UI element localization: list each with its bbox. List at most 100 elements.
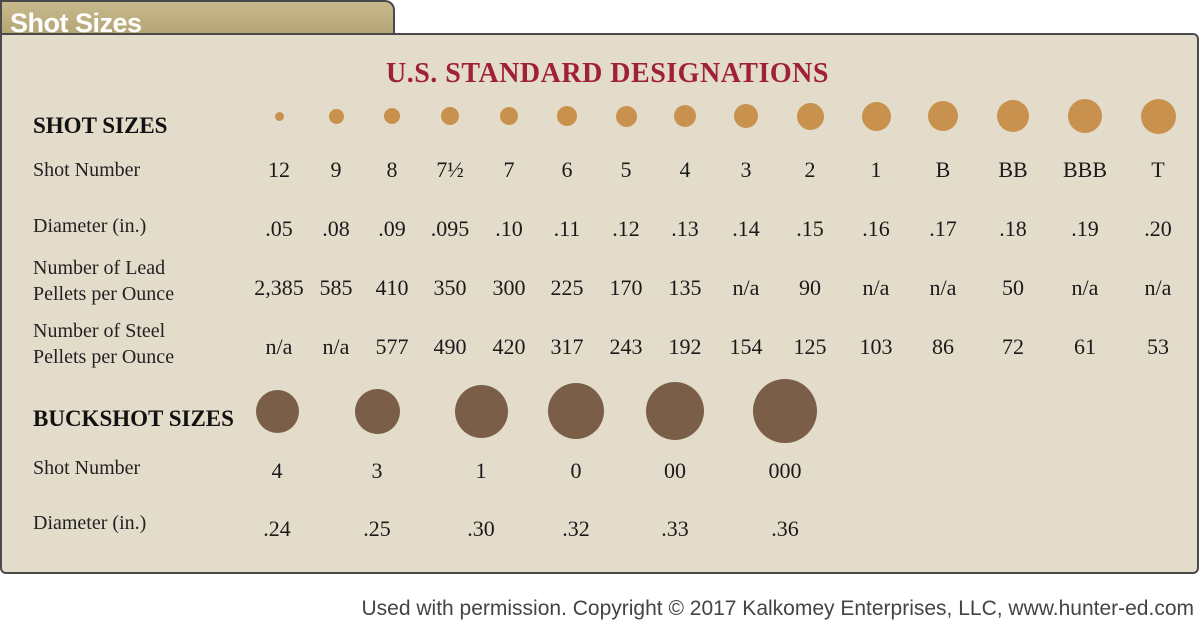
shot-diameter-cell: .095	[430, 216, 470, 241]
steel-count-cell: 125	[793, 334, 827, 359]
shot-pellet-icon	[500, 107, 518, 125]
buckshot-diameter-cell: .36	[771, 516, 799, 541]
buckshot-pellet-icon	[255, 389, 299, 433]
shot-number-cell: 6	[561, 157, 573, 182]
shot-number-label: Shot Number	[33, 159, 141, 181]
lead-count-cell: 350	[433, 275, 467, 300]
shot-pellet-icon	[861, 101, 891, 131]
lead-count-cell: 170	[609, 275, 643, 300]
shot-pellet-icon	[274, 111, 284, 121]
steel-count-cell: 53	[1147, 334, 1169, 359]
steel-count-cell: 86	[932, 334, 954, 359]
buckshot-number-cell: 3	[371, 458, 383, 483]
lead-pellets-label-line1: Number of Lead	[33, 257, 166, 279]
shot-number-cell: 2	[804, 157, 816, 182]
shot-pellet-icon	[1068, 99, 1102, 133]
lead-count-cell: 135	[668, 275, 702, 300]
tab-title: Shot Sizes	[10, 8, 142, 38]
buckshot-diameter-label: Diameter (in.)	[33, 512, 147, 534]
shot-pellet-icon	[384, 108, 400, 124]
steel-count-cell: 420	[492, 334, 526, 359]
buckshot-number-cell: 00	[664, 458, 686, 483]
buckshot-diameter-cell: .32	[562, 516, 590, 541]
shot-diameter-cell: .14	[732, 216, 760, 241]
steel-count-cell: 243	[609, 334, 643, 359]
steel-pellets-label-line1: Number of Steel	[33, 320, 166, 342]
shot-diameter-cell: .18	[999, 216, 1027, 241]
shot-pellet-icon	[997, 100, 1029, 132]
shot-diameter-cell: .15	[796, 216, 824, 241]
shot-pellet-icon	[674, 105, 696, 127]
buckshot-number-label: Shot Number	[33, 457, 141, 479]
shot-diameter-cell: .13	[671, 216, 699, 241]
shot-diameter-cell: .12	[612, 216, 640, 241]
lead-count-cell: n/a	[1144, 275, 1172, 300]
shot-number-cell: T	[1151, 157, 1165, 182]
copyright-footer: Used with permission. Copyright © 2017 K…	[361, 597, 1195, 620]
shot-diameter-cell: .17	[929, 216, 957, 241]
shot-number-cell: 9	[330, 157, 342, 182]
shot-pellet-icon	[328, 108, 344, 124]
steel-count-cell: 154	[729, 334, 763, 359]
shot-diameter-cell: .20	[1144, 216, 1172, 241]
shot-number-cell: BBB	[1062, 157, 1108, 182]
lead-count-cell: n/a	[862, 275, 890, 300]
lead-pellets-label-line2: Pellets per Ounce	[33, 283, 175, 305]
shot-diameter-cell: .16	[862, 216, 890, 241]
lead-count-cell: n/a	[929, 275, 957, 300]
shot-diameter-cell: .19	[1071, 216, 1099, 241]
buckshot-pellet-icon	[753, 379, 817, 443]
lead-count-cell: 300	[492, 275, 526, 300]
lead-count-cell: n/a	[732, 275, 760, 300]
buckshot-pellet-icon	[454, 384, 508, 438]
steel-count-cell: 490	[433, 334, 467, 359]
buckshot-number-cell: 4	[271, 458, 283, 483]
buckshot-diameter-cell: .25	[363, 516, 391, 541]
shot-diameter-cell: .05	[265, 216, 293, 241]
shot-number-cell: 1	[870, 157, 882, 182]
lead-count-cell: 410	[375, 275, 409, 300]
steel-count-cell: 72	[1002, 334, 1024, 359]
buckshot-number-cell: 1	[475, 458, 487, 483]
shot-diameter-cell: .08	[322, 216, 350, 241]
steel-pellets-label: Number of Steel Pellets per Ounce	[33, 318, 174, 370]
shot-number-cell: 8	[386, 157, 398, 182]
shot-pellet-icon	[441, 107, 459, 125]
lead-count-cell: n/a	[1071, 275, 1099, 300]
shot-pellet-icon	[796, 102, 824, 130]
shot-number-cell: 7½	[436, 157, 464, 182]
lead-pellets-label: Number of Lead Pellets per Ounce	[33, 255, 174, 307]
shot-diameter-cell: .09	[378, 216, 406, 241]
buckshot-number-cell: 0	[570, 458, 582, 483]
buckshot-sizes-heading: BUCKSHOT SIZES	[33, 406, 234, 431]
main-title: U.S. STANDARD DESIGNATIONS	[386, 58, 829, 89]
buckshot-diameter-cell: .30	[467, 516, 495, 541]
steel-count-cell: 103	[859, 334, 893, 359]
buckshot-pellet-icon	[354, 388, 400, 434]
shot-number-cell: 12	[268, 157, 290, 182]
shot-pellet-icon	[928, 101, 958, 131]
shot-number-cell: BB	[998, 157, 1028, 182]
buckshot-pellet-icon	[548, 383, 604, 439]
steel-count-cell: n/a	[265, 334, 293, 359]
steel-count-cell: 577	[375, 334, 409, 359]
buckshot-number-cell: 000	[768, 458, 802, 483]
lead-count-cell: 2,385	[254, 275, 304, 300]
shot-diameter-cell: .11	[553, 216, 581, 241]
steel-count-cell: 192	[668, 334, 702, 359]
buckshot-diameter-cell: .24	[263, 516, 291, 541]
shot-number-cell: 3	[740, 157, 752, 182]
shot-pellet-icon	[557, 106, 577, 126]
shot-diameter-label: Diameter (in.)	[33, 215, 147, 237]
shot-pellet-icon	[1140, 98, 1176, 134]
steel-count-cell: 61	[1074, 334, 1096, 359]
lead-count-cell: 225	[550, 275, 584, 300]
shot-number-cell: 7	[503, 157, 515, 182]
shot-number-cell: 4	[679, 157, 691, 182]
lead-count-cell: 90	[799, 275, 821, 300]
shot-number-cell: 5	[620, 157, 632, 182]
shot-diameter-cell: .10	[495, 216, 523, 241]
buckshot-pellet-icon	[646, 382, 704, 440]
shot-sizes-heading: SHOT SIZES	[33, 113, 168, 138]
steel-count-cell: n/a	[322, 334, 350, 359]
